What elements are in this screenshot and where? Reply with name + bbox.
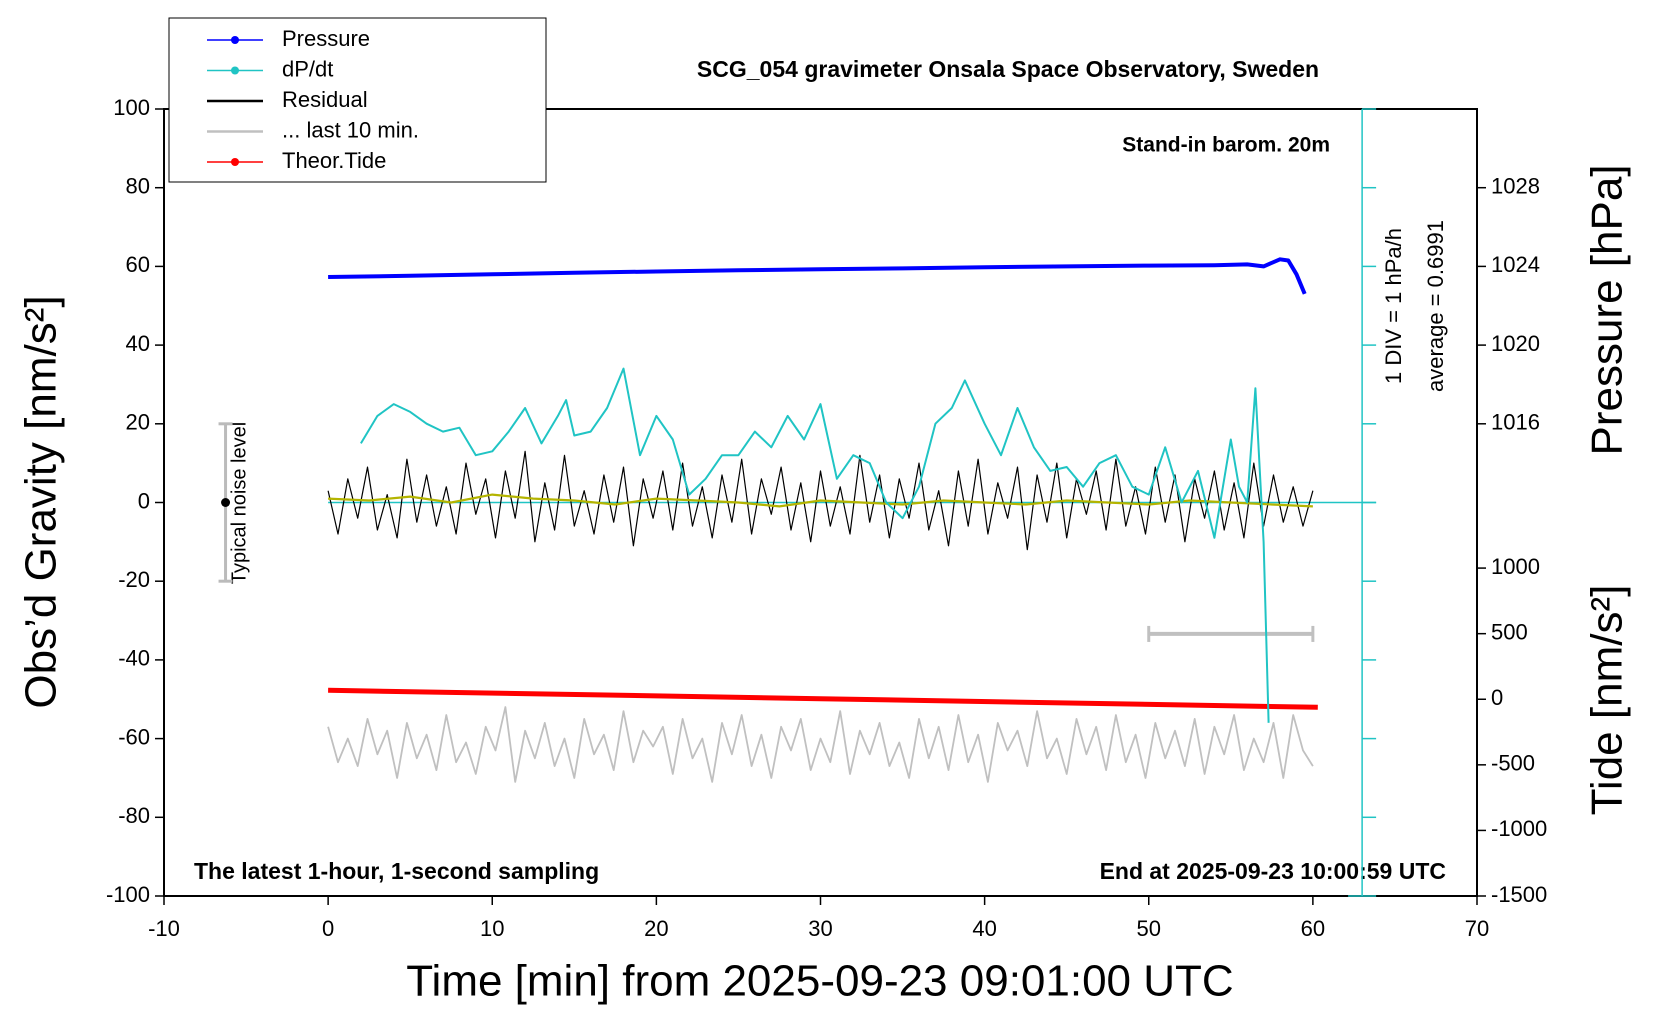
y2-tick-label: 1024 <box>1491 252 1540 277</box>
y3-tick-label: 500 <box>1491 619 1528 644</box>
x-axis-label: Time [min] from 2025-09-23 09:01:00 UTC <box>406 957 1233 1006</box>
legend-label: ... last 10 min. <box>282 117 419 142</box>
y-tick-label: -80 <box>118 803 150 828</box>
y-tick-label: -60 <box>118 724 150 749</box>
legend-dot <box>231 158 239 166</box>
y-tick-label: 80 <box>126 174 150 199</box>
y-tick-label: -40 <box>118 646 150 671</box>
chart-title: SCG_054 gravimeter Onsala Space Observat… <box>697 56 1319 82</box>
y-tick-label: 60 <box>126 252 150 277</box>
x-tick-label: 60 <box>1301 916 1325 941</box>
y-tick-label: -20 <box>118 567 150 592</box>
noise-bar-center <box>221 498 231 507</box>
legend-label: Pressure <box>282 26 370 51</box>
x-tick-label: 10 <box>480 916 504 941</box>
y-tick-label: 0 <box>138 488 150 513</box>
annotation: The latest 1-hour, 1-second sampling <box>194 858 599 884</box>
x-tick-label: 70 <box>1465 916 1489 941</box>
y-tick-label: 20 <box>126 410 150 435</box>
series-line <box>327 450 1314 551</box>
series-line <box>328 493 1313 508</box>
legend-dot <box>231 66 239 75</box>
legend-label: Theor.Tide <box>282 148 386 173</box>
y3-tick-label: -1500 <box>1491 882 1547 907</box>
legend-label: dP/dt <box>282 56 333 81</box>
x-tick-label: 0 <box>322 916 334 941</box>
y-tick-label: 40 <box>126 331 150 356</box>
x-tick-label: 30 <box>808 916 832 941</box>
annotation: 1 DIV = 1 hPa/h <box>1381 228 1406 384</box>
series-line <box>328 687 1318 710</box>
y2-tick-label: 1020 <box>1491 331 1540 356</box>
series-line <box>328 257 1307 295</box>
x-tick-label: 40 <box>972 916 996 941</box>
y-tick-label: 100 <box>113 95 150 120</box>
y2-tick-label: 1016 <box>1491 410 1540 435</box>
x-tick-label: 50 <box>1137 916 1161 941</box>
series-line <box>327 706 1314 783</box>
y3-tick-label: 0 <box>1491 685 1503 710</box>
y-axis-label: Obs’d Gravity [nm/s²] <box>17 295 66 708</box>
legend: Pressure dP/dt Residual ... last 10 min. The… <box>168 17 547 183</box>
y3-tick-label: -500 <box>1491 751 1535 776</box>
annotation: Stand-in barom. 20m <box>1122 134 1330 157</box>
y3-tick-label: 1000 <box>1491 554 1540 579</box>
y2-tick-label: 1028 <box>1491 174 1540 199</box>
x-tick-label: -10 <box>148 916 180 941</box>
legend-label: Residual <box>282 87 368 112</box>
annotation: End at 2025-09-23 10:00:59 UTC <box>1100 858 1446 884</box>
y-tick-label: -100 <box>106 882 150 907</box>
legend-dot <box>231 36 239 44</box>
y3-tick-label: -1000 <box>1491 816 1547 841</box>
x-tick-label: 20 <box>644 916 668 941</box>
y2-axis-label: Pressure [hPa] <box>1583 164 1632 455</box>
y3-axis-label: Tide [nm/s²] <box>1583 585 1632 816</box>
annotation: average = 0.6991 <box>1423 220 1448 392</box>
series-line <box>360 367 1270 723</box>
annotation: Typical noise level <box>228 422 250 584</box>
